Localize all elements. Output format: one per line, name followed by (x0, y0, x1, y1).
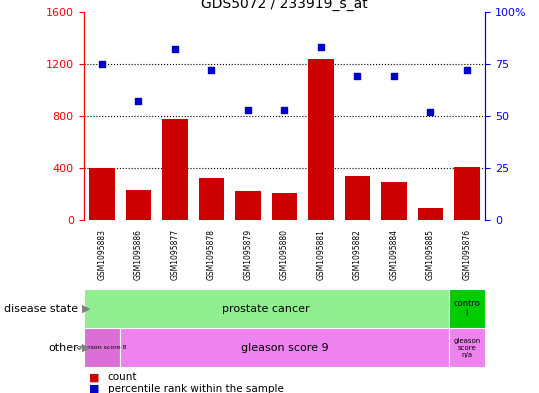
Bar (381, 182, 406, 220)
Text: GSM1095886: GSM1095886 (134, 229, 143, 280)
Bar (89, 168, 115, 220)
Text: ■: ■ (89, 384, 99, 393)
Point (280, 107, 289, 113)
Bar (126, 190, 151, 220)
Bar (84, 328, 120, 367)
Text: GSM1095876: GSM1095876 (462, 229, 471, 280)
Text: prostate cancer: prostate cancer (222, 303, 310, 314)
Text: GSM1095881: GSM1095881 (316, 229, 326, 280)
Text: ■: ■ (89, 372, 99, 382)
Title: GDS5072 / 233919_s_at: GDS5072 / 233919_s_at (201, 0, 368, 11)
Text: contro
l: contro l (453, 299, 480, 318)
Bar (454, 167, 480, 220)
Text: GSM1095884: GSM1095884 (389, 229, 398, 280)
Point (390, 73, 398, 79)
Text: ▶: ▶ (82, 343, 91, 353)
Point (426, 108, 434, 115)
Text: GSM1095882: GSM1095882 (353, 229, 362, 280)
Text: GSM1095883: GSM1095883 (98, 229, 106, 280)
Point (207, 67, 216, 73)
Point (134, 98, 143, 105)
Text: gleason score 8: gleason score 8 (77, 345, 127, 350)
Text: GSM1095877: GSM1095877 (170, 229, 179, 280)
Point (462, 67, 471, 73)
Bar (308, 59, 334, 220)
Bar (120, 328, 448, 367)
Text: gleason score 9: gleason score 9 (240, 343, 328, 353)
Point (244, 107, 252, 113)
Text: GSM1095879: GSM1095879 (243, 229, 252, 280)
Bar (162, 119, 188, 220)
Bar (235, 191, 260, 220)
Point (170, 46, 179, 52)
Point (353, 73, 362, 79)
Bar (418, 208, 443, 220)
Text: gleason
score
n/a: gleason score n/a (453, 338, 480, 358)
Bar (344, 176, 370, 220)
Text: GSM1095878: GSM1095878 (207, 229, 216, 280)
Text: other: other (49, 343, 78, 353)
Bar (448, 328, 485, 367)
Text: percentile rank within the sample: percentile rank within the sample (108, 384, 284, 393)
Bar (448, 289, 485, 328)
Text: GSM1095880: GSM1095880 (280, 229, 289, 280)
Point (98, 61, 106, 67)
Text: ▶: ▶ (82, 303, 91, 314)
Bar (198, 178, 224, 220)
Text: GSM1095885: GSM1095885 (426, 229, 435, 280)
Bar (272, 193, 297, 220)
Text: disease state: disease state (4, 303, 78, 314)
Text: count: count (108, 372, 137, 382)
Point (316, 44, 325, 50)
